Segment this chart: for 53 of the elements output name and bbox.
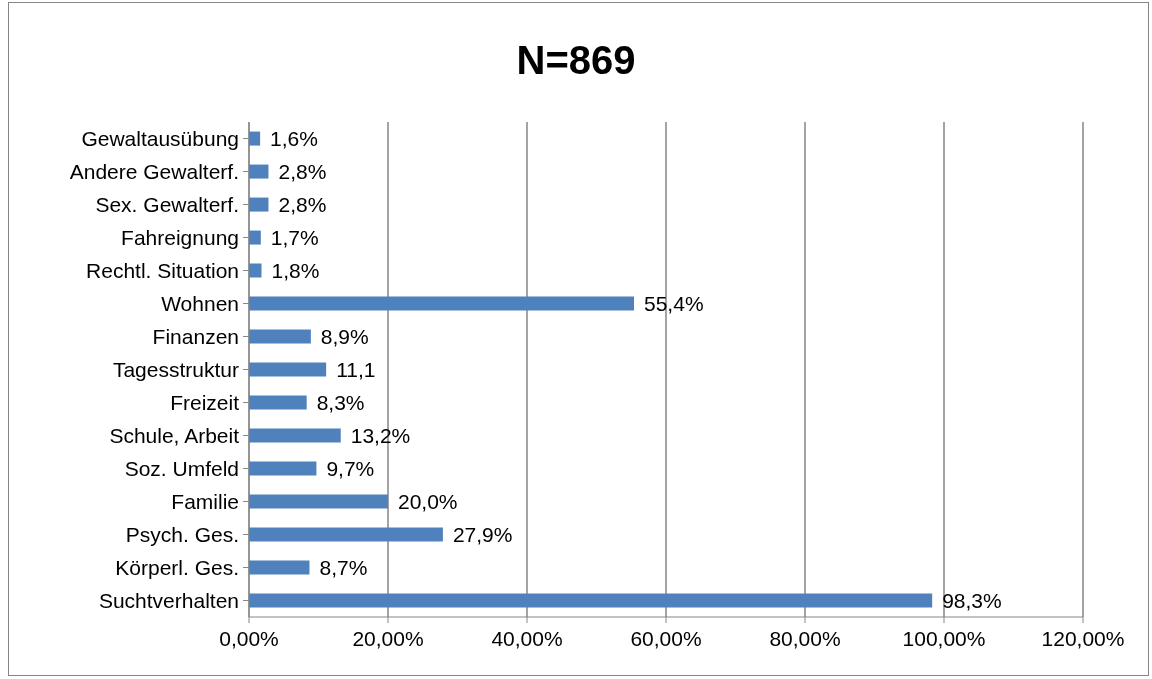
bar xyxy=(249,560,310,575)
bar xyxy=(249,395,307,410)
data-label: 1,8% xyxy=(271,259,320,283)
bar xyxy=(249,461,317,476)
y-tick-label: Sex. Gewalterf. xyxy=(95,192,239,216)
bar xyxy=(249,296,635,311)
y-tick-label: Familie xyxy=(171,489,239,513)
x-tick-label: 100,00% xyxy=(902,626,986,650)
data-label: 20,0% xyxy=(398,490,458,514)
x-tick-label: 20,00% xyxy=(352,626,424,650)
y-tick-label: Körperl. Ges. xyxy=(115,555,239,579)
data-label: 2,8% xyxy=(278,193,327,217)
bar xyxy=(249,164,269,179)
data-label: 2,8% xyxy=(278,160,327,184)
data-label: 1,6% xyxy=(270,127,318,151)
bar xyxy=(249,593,933,608)
y-tick-label: Psych. Ges. xyxy=(125,522,239,546)
bar xyxy=(249,329,311,344)
bar xyxy=(249,527,443,542)
bar xyxy=(249,494,388,509)
data-label: 98,3% xyxy=(942,589,1002,613)
y-tick-label: Rechtl. Situation xyxy=(86,258,239,282)
data-label: 27,9% xyxy=(452,523,513,547)
data-label: 8,7% xyxy=(319,556,368,580)
data-label: 1,7% xyxy=(270,226,319,250)
data-label: 13,2% xyxy=(350,424,411,448)
bar xyxy=(249,362,327,377)
data-label: 8,3% xyxy=(316,391,365,415)
y-tick-label: Suchtverhalten xyxy=(98,588,239,612)
y-tick-label: Finanzen xyxy=(152,324,239,348)
data-label: 55,4% xyxy=(644,292,704,316)
x-tick-label: 80,00% xyxy=(769,626,841,650)
bar xyxy=(249,197,269,212)
x-tick-label: 60,00% xyxy=(630,626,702,650)
bar xyxy=(249,263,262,278)
x-tick-label: 40,00% xyxy=(491,626,563,650)
data-label: 11,1 xyxy=(336,358,376,382)
y-tick-label: Wohnen xyxy=(161,291,239,315)
y-tick-label: Fahreignung xyxy=(121,225,239,249)
x-tick-label: 120,00% xyxy=(1041,626,1125,650)
data-label: 8,9% xyxy=(320,325,369,349)
y-tick-label: Soz. Umfeld xyxy=(124,456,239,480)
y-tick-label: Schule, Arbeit xyxy=(109,423,240,447)
data-label: 9,7% xyxy=(326,457,375,481)
y-tick-label: Andere Gewalterf. xyxy=(69,159,239,183)
y-tick-label: Gewaltausübung xyxy=(81,126,239,150)
bar xyxy=(249,131,261,146)
x-tick-label: 0,00% xyxy=(219,626,279,650)
y-tick-label: Tagesstruktur xyxy=(112,357,239,381)
bar xyxy=(249,230,261,245)
bar xyxy=(249,428,341,443)
y-tick-label: Freizeit xyxy=(170,390,240,414)
chart-title: N=869 xyxy=(516,38,636,82)
